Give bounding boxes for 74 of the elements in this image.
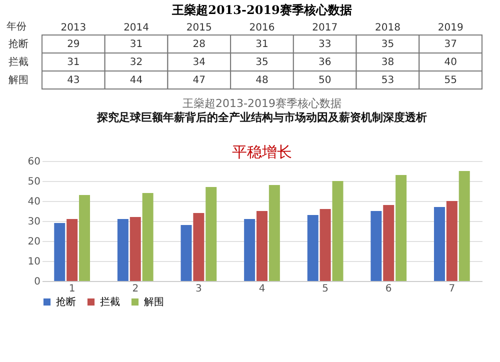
x-tick-label: 5 (322, 284, 328, 294)
data-label: 35 (381, 39, 394, 50)
y-tick-label: 抢断 (8, 38, 28, 50)
bar (383, 205, 394, 281)
x-tick-label: 2015 (186, 22, 212, 34)
y-tick-label: 20 (28, 236, 40, 248)
data-label: 50 (318, 75, 332, 86)
data-label: 53 (381, 75, 394, 86)
data-label: 31 (130, 39, 143, 50)
text: 平稳增长 (232, 143, 292, 161)
bar (307, 215, 318, 281)
bar (117, 219, 128, 281)
bar (142, 193, 154, 281)
bar (458, 171, 470, 281)
x-tick-label: 2018 (374, 22, 400, 34)
data-label: 44 (130, 75, 143, 86)
bar (320, 209, 331, 281)
legend-label: 拦截 (100, 296, 120, 308)
bar (396, 175, 407, 281)
data-label: 38 (381, 57, 394, 68)
x-tick-label: 4 (258, 284, 266, 294)
bar (193, 213, 204, 281)
x-tick-label: 2017 (312, 22, 338, 34)
data-label: 47 (192, 75, 206, 86)
bar (79, 195, 90, 281)
data-label: 37 (444, 39, 457, 50)
x-tick-label: 2019 (438, 22, 464, 34)
bar (66, 219, 78, 281)
x-axis-title: 年份 (6, 20, 26, 32)
data-label: 36 (318, 57, 332, 68)
y-tick-label: 60 (28, 156, 40, 168)
bar (130, 217, 141, 281)
y-tick-label: 0 (34, 276, 40, 288)
data-label: 29 (67, 39, 80, 50)
x-tick-label: 7 (448, 284, 456, 294)
data-label: 31 (256, 39, 268, 50)
x-tick-label: 3 (196, 284, 202, 294)
data-label: 43 (67, 75, 80, 86)
y-tick-label: 解围 (8, 75, 28, 86)
legend-label: 抢断 (56, 296, 76, 308)
y-tick-label: 50 (28, 176, 40, 188)
x-tick-label: 1 (68, 284, 76, 294)
data-label: 40 (444, 57, 457, 68)
bar (332, 181, 344, 281)
chart-title: 王燊超2013-2019赛季核心数据 (171, 3, 352, 17)
x-tick-label: 6 (385, 284, 392, 294)
data-label: 32 (130, 57, 143, 68)
bar (180, 225, 192, 281)
x-tick-label: 2 (132, 284, 139, 294)
data-label: 48 (256, 75, 268, 86)
chart-title: 王燊超2013-2019赛季核心数据 (182, 97, 342, 110)
data-label: 35 (256, 57, 268, 68)
bar (434, 207, 445, 281)
bar (54, 223, 66, 281)
bar (206, 187, 217, 281)
bar (268, 185, 280, 281)
y-tick-label: 40 (28, 196, 40, 208)
y-tick-label: 10 (28, 256, 40, 268)
data-label: 31 (67, 57, 80, 68)
legend-label: 解围 (144, 297, 164, 308)
bar (244, 219, 256, 281)
x-tick-label: 2014 (124, 22, 150, 34)
bar (446, 201, 458, 281)
text: 探究足球巨额年薪背后的全产业结构与市场动因及薪资机制深度透析 (96, 111, 427, 124)
data-label: 28 (192, 39, 206, 50)
x-tick-label: 2016 (249, 22, 275, 34)
data-label: 34 (192, 57, 206, 68)
data-label: 33 (318, 39, 332, 50)
y-tick-label: 30 (28, 216, 40, 228)
y-tick-label: 拦截 (8, 56, 28, 68)
x-tick-label: 2013 (60, 22, 86, 34)
data-label: 55 (444, 75, 457, 86)
bar (256, 211, 268, 281)
bar (370, 211, 382, 281)
